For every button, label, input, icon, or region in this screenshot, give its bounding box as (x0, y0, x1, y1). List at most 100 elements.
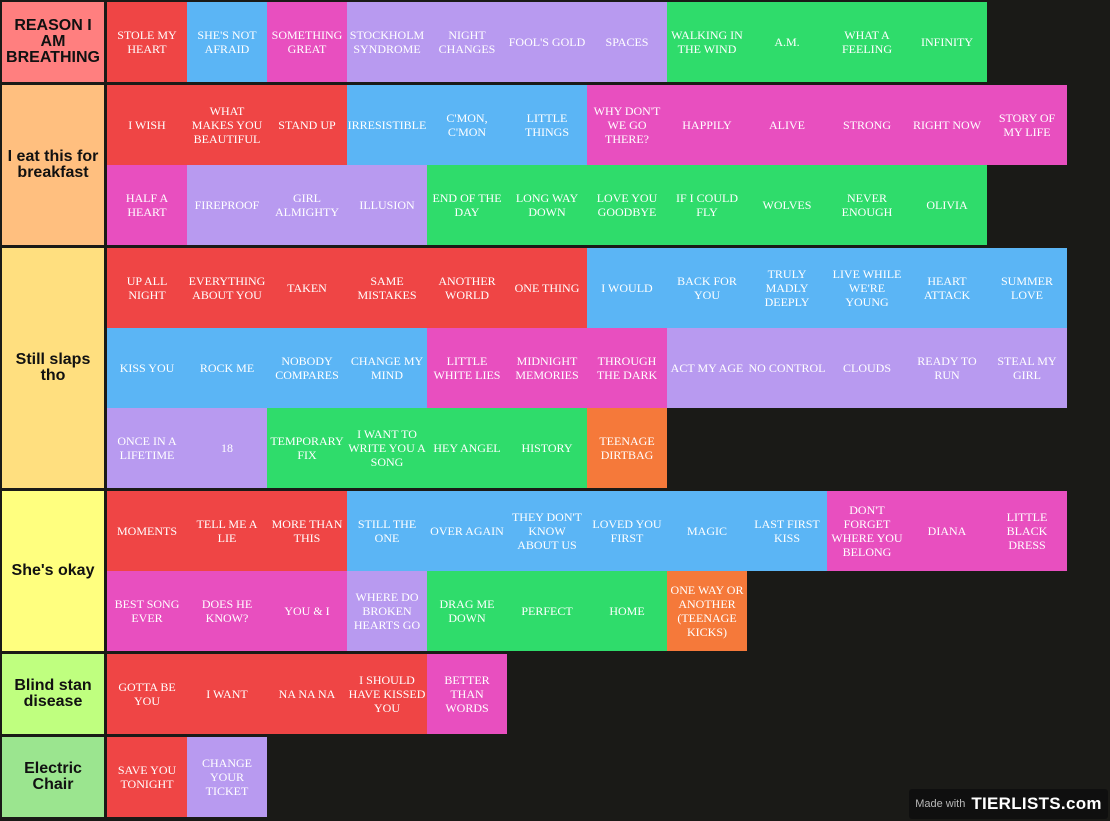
song-tile[interactable]: READY TO RUN (907, 328, 987, 408)
song-tile[interactable]: GOTTA BE YOU (107, 654, 187, 734)
song-tile[interactable]: ANOTHER WORLD (427, 248, 507, 328)
song-tile[interactable]: MIDNIGHT MEMORIES (507, 328, 587, 408)
song-tile[interactable]: NIGHT CHANGES (427, 2, 507, 82)
song-tile[interactable]: ONE THING (507, 248, 587, 328)
song-tile[interactable]: I WANT (187, 654, 267, 734)
song-tile[interactable]: NA NA NA (267, 654, 347, 734)
song-tile[interactable]: TEMPORARY FIX (267, 408, 347, 488)
song-tile[interactable]: BETTER THAN WORDS (427, 654, 507, 734)
song-tile[interactable]: HOME (587, 571, 667, 651)
song-tile[interactable]: MOMENTS (107, 491, 187, 571)
song-tile[interactable]: HEY ANGEL (427, 408, 507, 488)
song-tile[interactable]: ROCK ME (187, 328, 267, 408)
tier-label[interactable]: REASON I AM BREATHING (2, 2, 104, 82)
song-tile[interactable]: ACT MY AGE (667, 328, 747, 408)
song-tile[interactable]: DON'T FORGET WHERE YOU BELONG (827, 491, 907, 571)
song-tile[interactable]: PERFECT (507, 571, 587, 651)
song-tile[interactable]: RIGHT NOW (907, 85, 987, 165)
tierlists-watermark[interactable]: Made with TIERLISTS.com (909, 789, 1108, 819)
song-tile[interactable]: TRULY MADLY DEEPLY (747, 248, 827, 328)
song-tile[interactable]: 18 (187, 408, 267, 488)
song-tile[interactable]: CHANGE MY MIND (347, 328, 427, 408)
song-tile[interactable]: WHAT MAKES YOU BEAUTIFUL (187, 85, 267, 165)
song-tile[interactable]: THEY DON'T KNOW ABOUT US (507, 491, 587, 571)
song-tile[interactable]: LONG WAY DOWN (507, 165, 587, 245)
song-tile[interactable]: I WANT TO WRITE YOU A SONG (347, 408, 427, 488)
song-tile[interactable]: HAPPILY (667, 85, 747, 165)
song-tile[interactable]: OLIVIA (907, 165, 987, 245)
tier-label[interactable]: I eat this for breakfast (2, 85, 104, 245)
song-tile[interactable]: TAKEN (267, 248, 347, 328)
song-tile[interactable]: SUMMER LOVE (987, 248, 1067, 328)
song-tile[interactable]: WHAT A FEELING (827, 2, 907, 82)
song-tile[interactable]: LOVE YOU GOODBYE (587, 165, 667, 245)
song-tile[interactable]: FIREPROOF (187, 165, 267, 245)
song-tile[interactable]: SPACES (587, 2, 667, 82)
song-tile[interactable]: I WOULD (587, 248, 667, 328)
song-tile[interactable]: HEART ATTACK (907, 248, 987, 328)
song-tile[interactable]: ONE WAY OR ANOTHER (TEENAGE KICKS) (667, 571, 747, 651)
tier-label[interactable]: Electric Chair (2, 737, 104, 817)
song-tile[interactable]: NOBODY COMPARES (267, 328, 347, 408)
song-tile[interactable]: STOCKHOLM SYNDROME (347, 2, 427, 82)
song-tile[interactable]: ONCE IN A LIFETIME (107, 408, 187, 488)
tier-row: She's okay MOMENTS TELL ME A LIE MORE THAN … (0, 491, 1110, 651)
song-tile[interactable]: BACK FOR YOU (667, 248, 747, 328)
song-tile[interactable]: LAST FIRST KISS (747, 491, 827, 571)
song-tile[interactable]: NEVER ENOUGH (827, 165, 907, 245)
song-tile[interactable]: END OF THE DAY (427, 165, 507, 245)
tier-label[interactable]: Still slaps tho (2, 248, 104, 488)
song-tile[interactable]: SAVE YOU TONIGHT (107, 737, 187, 817)
song-tile[interactable]: WHERE DO BROKEN HEARTS GO (347, 571, 427, 651)
song-tile[interactable]: LIVE WHILE WE'RE YOUNG (827, 248, 907, 328)
song-tile[interactable]: STEAL MY GIRL (987, 328, 1067, 408)
song-tile[interactable]: SHE'S NOT AFRAID (187, 2, 267, 82)
song-tile[interactable]: KISS YOU (107, 328, 187, 408)
song-tile[interactable]: I SHOULD HAVE KISSED YOU (347, 654, 427, 734)
song-tile[interactable]: EVERYTHING ABOUT YOU (187, 248, 267, 328)
song-tile[interactable]: STILL THE ONE (347, 491, 427, 571)
song-tile[interactable]: STRONG (827, 85, 907, 165)
song-tile[interactable]: MAGIC (667, 491, 747, 571)
song-tile[interactable]: INFINITY (907, 2, 987, 82)
song-tile[interactable]: HALF A HEART (107, 165, 187, 245)
song-tile[interactable]: FOOL'S GOLD (507, 2, 587, 82)
song-tile[interactable]: I WISH (107, 85, 187, 165)
song-tile[interactable]: STAND UP (267, 85, 347, 165)
song-tile[interactable]: IF I COULD FLY (667, 165, 747, 245)
song-tile[interactable]: LITTLE BLACK DRESS (987, 491, 1067, 571)
song-tile[interactable]: YOU & I (267, 571, 347, 651)
song-tile[interactable]: LOVED YOU FIRST (587, 491, 667, 571)
song-tile[interactable]: SAME MISTAKES (347, 248, 427, 328)
tier-label[interactable]: She's okay (2, 491, 104, 651)
song-tile[interactable]: STORY OF MY LIFE (987, 85, 1067, 165)
song-tile[interactable]: CLOUDS (827, 328, 907, 408)
song-tile[interactable]: ALIVE (747, 85, 827, 165)
song-tile[interactable]: LITTLE WHITE LIES (427, 328, 507, 408)
song-tile[interactable]: NO CONTROL (747, 328, 827, 408)
song-tile[interactable]: CHANGE YOUR TICKET (187, 737, 267, 817)
song-tile[interactable]: MORE THAN THIS (267, 491, 347, 571)
song-tile[interactable]: OVER AGAIN (427, 491, 507, 571)
song-tile[interactable]: TEENAGE DIRTBAG (587, 408, 667, 488)
song-tile[interactable]: HISTORY (507, 408, 587, 488)
song-tile[interactable]: WOLVES (747, 165, 827, 245)
song-tile[interactable]: BEST SONG EVER (107, 571, 187, 651)
song-tile[interactable]: GIRL ALMIGHTY (267, 165, 347, 245)
song-tile[interactable]: IRRESISTIBLE (347, 85, 427, 165)
song-tile[interactable]: DOES HE KNOW? (187, 571, 267, 651)
song-tile[interactable]: STOLE MY HEART (107, 2, 187, 82)
song-tile[interactable]: DIANA (907, 491, 987, 571)
song-tile[interactable]: ILLUSION (347, 165, 427, 245)
song-tile[interactable]: THROUGH THE DARK (587, 328, 667, 408)
song-tile[interactable]: LITTLE THINGS (507, 85, 587, 165)
tier-label[interactable]: Blind stan disease (2, 654, 104, 734)
song-tile[interactable]: TELL ME A LIE (187, 491, 267, 571)
song-tile[interactable]: WHY DON'T WE GO THERE? (587, 85, 667, 165)
song-tile[interactable]: WALKING IN THE WIND (667, 2, 747, 82)
song-tile[interactable]: C'MON, C'MON (427, 85, 507, 165)
song-tile[interactable]: UP ALL NIGHT (107, 248, 187, 328)
song-tile[interactable]: A.M. (747, 2, 827, 82)
song-tile[interactable]: DRAG ME DOWN (427, 571, 507, 651)
song-tile[interactable]: SOMETHING GREAT (267, 2, 347, 82)
